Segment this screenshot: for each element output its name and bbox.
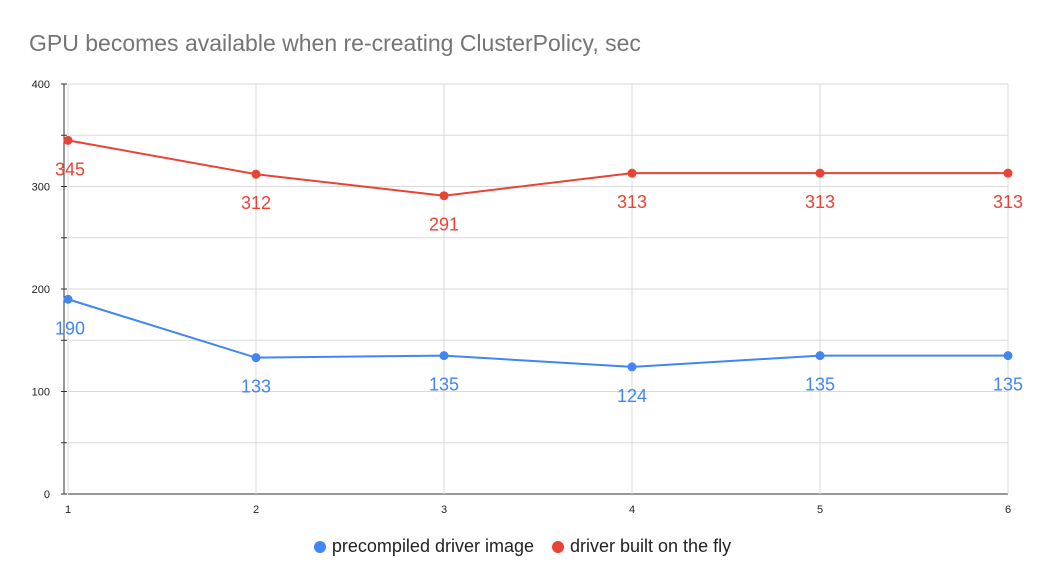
- legend: precompiled driver image driver built on…: [0, 536, 1045, 557]
- y-tick-label: 200: [32, 284, 50, 296]
- x-tick-label: 4: [629, 504, 635, 516]
- y-tick-label: 0: [44, 489, 50, 501]
- data-point: [63, 294, 73, 304]
- data-label: 291: [429, 215, 459, 235]
- x-tick-label: 1: [65, 504, 71, 516]
- data-label: 313: [805, 192, 835, 212]
- data-label: 124: [617, 386, 647, 406]
- series-line: [67, 298, 1008, 368]
- data-point: [815, 168, 825, 178]
- data-label: 345: [55, 159, 85, 179]
- data-point: [627, 362, 637, 372]
- grid: [67, 83, 1009, 495]
- data-point: [439, 191, 449, 201]
- data-point: [251, 353, 261, 363]
- data-label: 135: [429, 375, 459, 395]
- legend-label: precompiled driver image: [331, 536, 534, 556]
- data-point: [63, 135, 73, 145]
- data-point: [251, 169, 261, 179]
- data-point: [439, 351, 449, 361]
- data-point: [1003, 168, 1013, 178]
- data-point: [815, 351, 825, 361]
- y-tick-label: 100: [32, 387, 50, 399]
- chart-title: GPU becomes available when re-creating C…: [29, 30, 641, 56]
- data-label: 133: [241, 377, 271, 397]
- legend-item-precompiled[interactable]: precompiled driver image: [313, 536, 534, 557]
- data-label: 313: [993, 192, 1023, 212]
- legend-item-on-the-fly[interactable]: driver built on the fly: [552, 536, 731, 557]
- x-tick-label: 6: [1005, 504, 1011, 516]
- data-label: 135: [805, 375, 835, 395]
- series-line: [67, 139, 1008, 197]
- series: [63, 135, 1013, 372]
- legend-marker-icon: [313, 540, 326, 553]
- x-tick-label: 5: [817, 504, 823, 516]
- y-tick-label: 300: [32, 182, 50, 194]
- data-labels: 190 133 135 124 135 135 345 312 291 313 313 313: [55, 159, 1023, 406]
- legend-label: driver built on the fly: [570, 536, 732, 556]
- data-label: 135: [993, 375, 1023, 395]
- data-point: [1003, 351, 1013, 361]
- data-label: 190: [55, 318, 85, 338]
- x-tick-label: 2: [253, 504, 259, 516]
- y-tick-label: 400: [32, 79, 50, 91]
- data-label: 312: [241, 193, 271, 213]
- data-point: [627, 168, 637, 178]
- data-label: 313: [617, 192, 647, 212]
- legend-marker-icon: [552, 540, 564, 553]
- x-tick-label: 3: [441, 504, 447, 516]
